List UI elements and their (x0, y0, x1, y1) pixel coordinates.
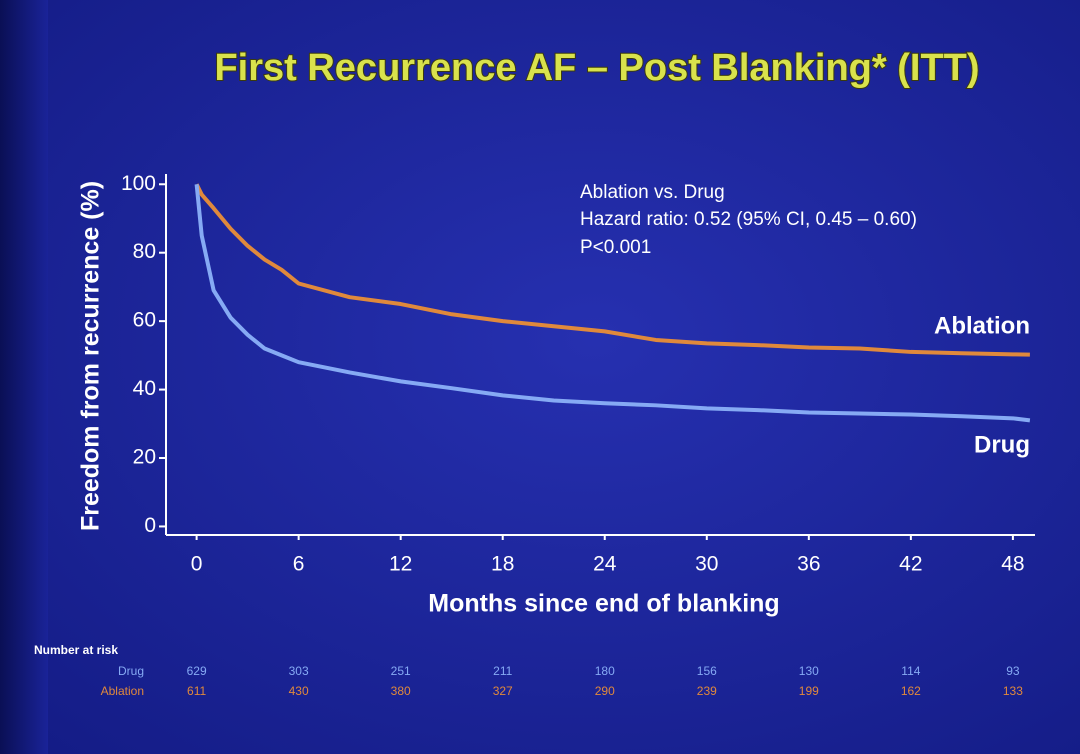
x-tick-label: 36 (797, 553, 820, 576)
risk-value: 114 (901, 664, 920, 678)
y-tick-label: 0 (144, 514, 156, 537)
series-label: Drug (974, 431, 1030, 458)
annotation: P<0.001 (580, 237, 651, 258)
x-tick-label: 6 (293, 553, 305, 576)
risk-table-title: Number at risk (34, 643, 118, 657)
risk-value: 180 (595, 664, 615, 678)
risk-value: 303 (289, 664, 309, 678)
y-tick-label: 60 (133, 309, 156, 332)
risk-value: 156 (697, 664, 717, 678)
x-axis-label: Months since end of blanking (428, 590, 779, 618)
risk-value: 611 (187, 684, 206, 698)
risk-value: 130 (799, 664, 819, 678)
risk-value: 199 (799, 684, 819, 698)
y-tick-label: 80 (133, 240, 156, 263)
x-tick-label: 0 (191, 553, 203, 576)
risk-value: 629 (187, 664, 207, 678)
series-label: Ablation (934, 312, 1030, 339)
risk-value: 251 (391, 664, 411, 678)
annotation: Hazard ratio: 0.52 (95% CI, 0.45 – 0.60) (580, 209, 917, 230)
x-tick-label: 12 (389, 553, 412, 576)
x-tick-label: 18 (491, 553, 514, 576)
x-tick-label: 30 (695, 553, 718, 576)
x-tick-label: 48 (1001, 553, 1024, 576)
risk-row-label: Drug (118, 664, 144, 678)
series-line (194, 184, 1031, 423)
x-tick-label: 42 (899, 553, 922, 576)
y-tick-label: 100 (121, 172, 156, 195)
y-axis-label: Freedom from recurrence (%) (77, 181, 105, 531)
risk-value: 290 (595, 684, 615, 698)
risk-value: 430 (289, 684, 309, 698)
risk-value: 327 (493, 684, 513, 698)
y-tick-label: 40 (133, 377, 156, 400)
chart-title: First Recurrence AF – Post Blanking* (IT… (214, 47, 979, 89)
risk-value: 93 (1006, 664, 1020, 678)
risk-value: 380 (391, 684, 411, 698)
risk-value: 211 (493, 664, 512, 678)
risk-row-label: Ablation (101, 684, 144, 698)
y-tick-label: 20 (133, 446, 156, 469)
risk-value: 162 (901, 684, 921, 698)
annotation: Ablation vs. Drug (580, 182, 725, 203)
side-stripe (0, 0, 48, 754)
x-tick-label: 24 (593, 553, 617, 576)
risk-value: 239 (697, 684, 717, 698)
risk-value: 133 (1003, 684, 1023, 698)
series-line (194, 183, 1030, 357)
